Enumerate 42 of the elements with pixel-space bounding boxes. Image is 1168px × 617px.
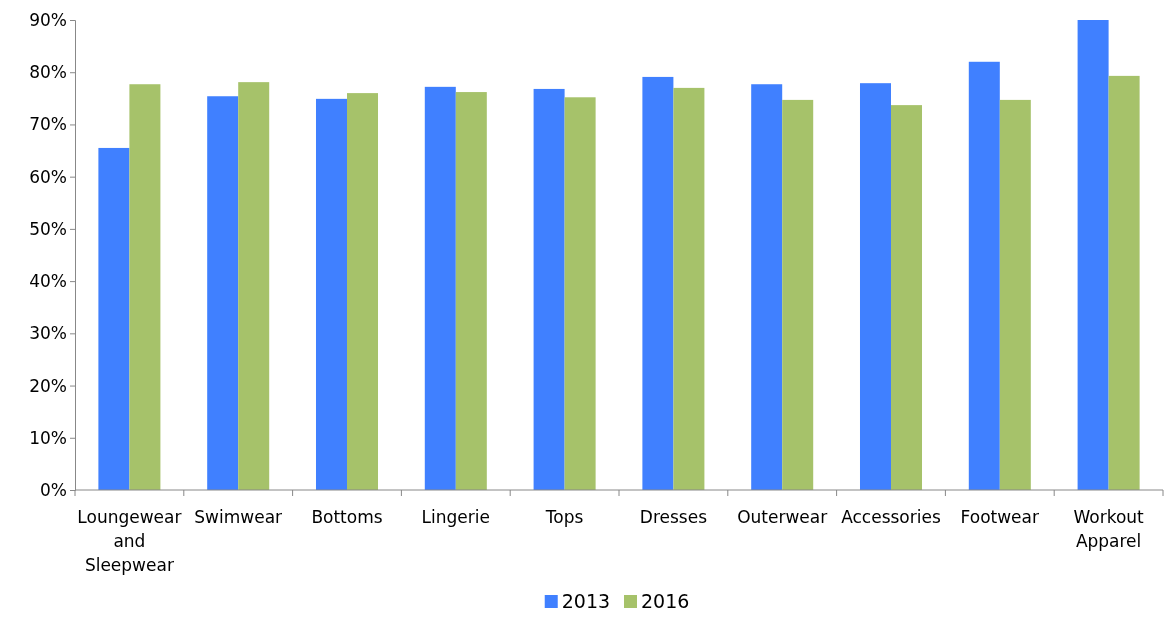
bar: [207, 96, 239, 490]
y-tick-label: 80%: [29, 62, 67, 83]
x-tick-label: Accessories: [841, 507, 941, 527]
bar: [533, 88, 565, 490]
bar: [238, 82, 270, 490]
x-tick-label: Dresses: [639, 507, 708, 527]
bar: [98, 147, 130, 490]
y-tick-label: 20%: [29, 375, 67, 396]
x-tick-label: Swimwear: [194, 507, 283, 527]
bar: [751, 84, 783, 490]
y-tick-label: 60%: [29, 166, 67, 187]
x-tick-label: Bottoms: [311, 507, 383, 527]
y-tick-label: 30%: [29, 323, 67, 344]
bar: [424, 86, 456, 490]
x-tick-label: Loungewear and Sleepwear: [77, 507, 182, 575]
x-tick-label: Workout Apparel: [1073, 507, 1145, 551]
y-tick-label: 90%: [29, 9, 67, 30]
x-tick-label: Footwear: [960, 507, 1040, 527]
legend-label: 2016: [641, 590, 690, 612]
bar: [891, 105, 923, 490]
x-tick-label: Tops: [544, 507, 584, 527]
bar: [1108, 75, 1140, 490]
bar: [455, 92, 487, 490]
bar: [129, 84, 161, 490]
y-tick-label: 40%: [29, 271, 67, 292]
bar: [315, 98, 347, 490]
y-tick-label: 10%: [29, 427, 67, 448]
bar: [564, 97, 596, 490]
bar: [1077, 20, 1109, 490]
bar: [347, 93, 379, 490]
y-tick-label: 0%: [40, 479, 67, 500]
x-tick-label: Outerwear: [737, 507, 828, 527]
bar: [782, 99, 814, 490]
x-tick-label: Lingerie: [421, 507, 490, 527]
bar: [968, 61, 1000, 490]
y-tick-label: 50%: [29, 218, 67, 239]
legend-label: 2013: [561, 590, 611, 612]
bar: [673, 87, 705, 490]
bar: [859, 83, 891, 490]
bar: [999, 99, 1031, 490]
y-tick-label: 70%: [29, 114, 67, 135]
bar: [642, 76, 674, 490]
